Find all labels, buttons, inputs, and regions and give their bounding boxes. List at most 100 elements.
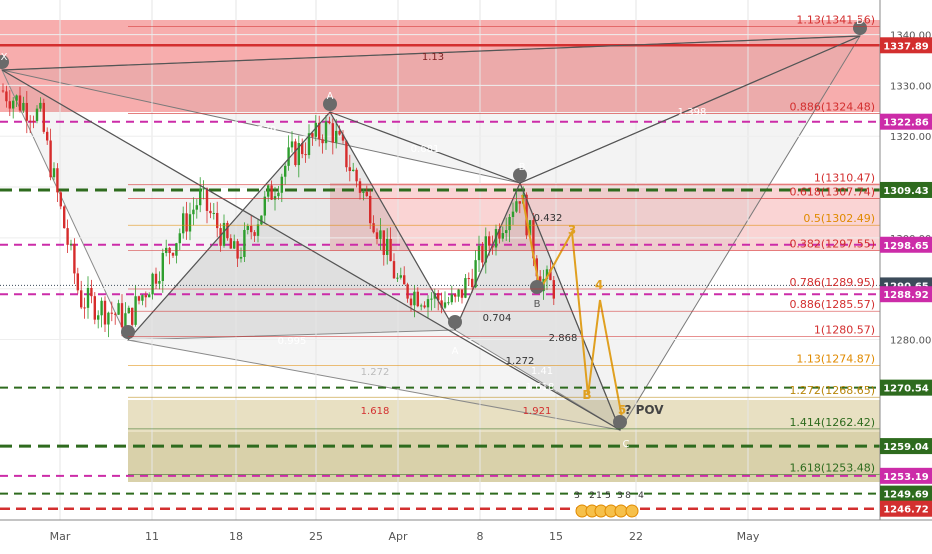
candle-body xyxy=(501,233,504,239)
pattern-point-marker xyxy=(448,315,462,329)
y-tick-label: 1340.00 xyxy=(890,31,931,42)
event-flag-icon xyxy=(625,504,639,518)
candle-body xyxy=(277,192,280,197)
fib-level-label: 0.886(1324.48) xyxy=(789,100,875,113)
candle-body xyxy=(49,140,52,178)
candle-body xyxy=(46,131,49,141)
candle-body xyxy=(518,201,521,204)
candle-body xyxy=(90,287,93,297)
candle-body xyxy=(134,296,137,325)
candle-body xyxy=(76,273,79,291)
candle-body xyxy=(195,205,198,210)
price-badge xyxy=(880,181,932,198)
pattern-leg xyxy=(127,111,331,341)
candle-body xyxy=(182,213,185,234)
candle-body xyxy=(301,143,304,155)
candle-body xyxy=(335,130,338,143)
pattern-point-b-bottom: B xyxy=(534,299,541,310)
price-badge-label: 1309.43 xyxy=(883,186,929,197)
candle-body xyxy=(73,243,76,274)
price-badge xyxy=(880,467,932,484)
candle-body xyxy=(56,168,59,193)
fib-level-label: 0.886(1285.57) xyxy=(789,298,875,311)
candle-body xyxy=(338,130,341,135)
pattern-point-b-top: B xyxy=(519,162,526,173)
candle-body xyxy=(114,313,117,315)
ratio-label-2: 1.398 xyxy=(678,107,707,118)
ratio-label-14: 1.272 xyxy=(361,367,390,378)
pattern-point-marker xyxy=(513,168,527,182)
ratio-label-13: 1.921 xyxy=(523,406,552,417)
candle-body xyxy=(83,307,86,309)
candle-body xyxy=(80,290,83,308)
candle-body xyxy=(474,260,477,288)
candle-body xyxy=(399,275,402,278)
candle-body xyxy=(464,278,467,298)
ratio-label-4: 0.681 xyxy=(411,144,440,155)
candle-body xyxy=(324,121,328,144)
fib-level-label: 1.13(1341.56) xyxy=(796,14,875,27)
candle-body xyxy=(110,312,113,314)
price-badge-label: 1337.89 xyxy=(883,41,929,52)
price-badge xyxy=(880,286,932,303)
projection-label-4: 4 xyxy=(595,278,603,292)
candle-body xyxy=(403,275,406,285)
candle-body xyxy=(420,305,423,307)
candle-body xyxy=(39,102,42,109)
pattern-leg xyxy=(329,111,521,184)
event-digit: 3 xyxy=(574,491,580,501)
pattern-leg xyxy=(329,111,456,331)
pattern-leg xyxy=(519,35,861,184)
demand-zone-lower-inner xyxy=(128,432,880,482)
candle-body xyxy=(175,243,178,256)
candle-body xyxy=(93,296,96,320)
candle-body xyxy=(484,236,487,263)
candle-body xyxy=(430,298,433,300)
candle-body xyxy=(532,220,535,259)
candle-body xyxy=(304,154,307,156)
candle-body xyxy=(154,273,158,284)
fib-level-label: 0.5(1302.49) xyxy=(803,212,875,225)
x-tick-label: 25 xyxy=(309,530,323,543)
candle-body xyxy=(392,261,396,279)
candle-body xyxy=(270,185,273,200)
candle-body xyxy=(352,169,355,171)
candle-body xyxy=(216,212,219,229)
fib-level-label: 0.382(1297.55) xyxy=(789,237,875,250)
candle-body xyxy=(331,123,334,143)
candle-body xyxy=(294,141,297,166)
projection-label-b: B xyxy=(582,388,591,402)
price-badge-label: 1298.65 xyxy=(883,241,929,252)
candle-body xyxy=(212,212,215,214)
candle-body xyxy=(273,196,277,200)
ratio-label-3: 0.579 xyxy=(248,125,277,136)
x-tick-label: May xyxy=(737,530,760,543)
candle-body xyxy=(229,238,232,249)
candle-body xyxy=(148,294,151,298)
candle-body xyxy=(267,185,270,197)
candle-body xyxy=(307,133,311,156)
candle-body xyxy=(185,213,188,232)
candle-body xyxy=(488,236,491,246)
candle-body xyxy=(365,191,368,196)
candle-body xyxy=(243,229,246,257)
candle-body xyxy=(454,294,457,297)
candle-body xyxy=(59,192,62,207)
candle-body xyxy=(535,258,538,277)
candle-body xyxy=(171,253,175,256)
candle-body xyxy=(117,303,120,315)
candle-body xyxy=(199,188,202,206)
candle-body xyxy=(372,223,375,233)
pattern-point-marker xyxy=(323,97,337,111)
candle-body xyxy=(423,305,426,308)
price-badge-label: 1270.54 xyxy=(883,384,929,395)
ratio-label-11: 1.618 xyxy=(526,382,555,393)
candle-body xyxy=(440,300,443,308)
candle-body xyxy=(239,256,243,259)
candle-body xyxy=(256,224,260,236)
candle-body xyxy=(178,233,181,244)
candle-body xyxy=(124,313,127,328)
pov-label: ? POV xyxy=(624,403,664,417)
candle-body xyxy=(144,295,147,298)
